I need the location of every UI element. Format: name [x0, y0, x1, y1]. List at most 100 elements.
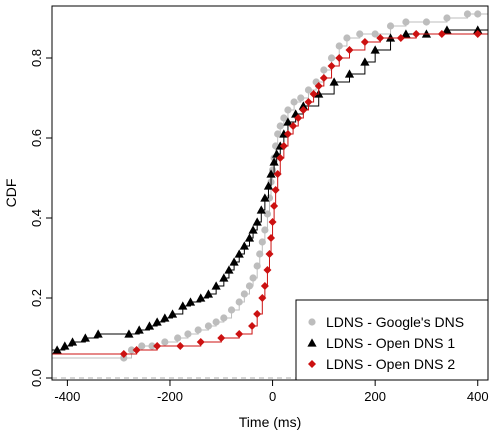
series-1-point-36: [335, 42, 343, 50]
series-2-point-21: [244, 233, 255, 242]
series-3-point-26: [314, 82, 323, 90]
x-tick-label-0: -400: [54, 389, 80, 404]
series-1-point-34: [320, 66, 328, 74]
series-3-point-21: [289, 122, 298, 130]
series-2-point-7: [144, 321, 155, 330]
series-3-point-35: [437, 30, 446, 38]
series-3-point-23: [299, 106, 308, 114]
series-2-point-11: [178, 301, 188, 310]
series-2-point-24: [256, 205, 266, 214]
series-1-point-17: [256, 250, 264, 258]
series-3-point-8: [253, 310, 262, 318]
series-3-point-1: [132, 346, 141, 354]
series-3-point-16: [271, 186, 280, 194]
series-2-point-25: [260, 193, 270, 202]
series-3-point-2: [153, 342, 162, 350]
plot-area: [52, 10, 488, 379]
series-2-point-8: [152, 317, 162, 326]
series-1-point-10: [220, 314, 228, 322]
series-2-point-17: [224, 265, 234, 274]
series-2-point-3: [80, 333, 90, 342]
y-tick-label-0: 0.0: [29, 369, 44, 387]
series-2-point-0: [52, 345, 62, 354]
series-2-point-19: [234, 249, 244, 258]
series-1-point-5: [174, 334, 182, 342]
legend-item-1: LDNS - Google's DNS: [308, 314, 464, 330]
legend-marker-2: [307, 338, 317, 347]
series-3-point-10: [260, 282, 269, 290]
series-1-point-19: [261, 226, 269, 234]
series-3-point-9: [258, 294, 267, 302]
series-3-point-7: [248, 322, 257, 330]
series-1-point-12: [235, 298, 243, 306]
y-tick-label-1: 0.2: [29, 289, 44, 307]
series-2-point-37: [344, 69, 355, 78]
series-3-point-17: [273, 170, 282, 178]
series-1-point-45: [474, 10, 482, 18]
series-2-point-22: [248, 225, 258, 234]
series-1-point-9: [212, 318, 220, 326]
series-1-point-14: [245, 282, 254, 290]
series-2-point-1: [60, 341, 70, 350]
series-1-point-41: [402, 18, 410, 26]
series-3-point-34: [412, 30, 421, 38]
y-axis-title: CDF: [3, 179, 19, 208]
series-1-point-7: [194, 326, 202, 334]
series-2-point-18: [229, 257, 239, 266]
x-tick-label-2: 0: [269, 389, 276, 404]
series-3-point-20: [283, 130, 292, 138]
series-1-point-15: [249, 274, 257, 282]
x-axis-title: Time (ms): [239, 414, 301, 430]
series-3-point-27: [319, 74, 328, 82]
series-2-point-27: [266, 169, 276, 178]
series-2-point-32: [283, 117, 293, 126]
x-tick-label-1: -200: [157, 389, 183, 404]
series-2-step-line: [52, 29, 488, 351]
y-tick-label-4: 0.8: [29, 49, 44, 67]
y-tick-label-3: 0.6: [29, 129, 44, 147]
series-2-point-26: [263, 181, 274, 190]
plot-frame: [51, 5, 489, 381]
y-axis: 0.0 0.2 0.4 0.6 0.8: [29, 49, 52, 387]
series-3-point-19: [279, 142, 288, 150]
series-2-point-15: [211, 281, 221, 290]
series-2-point-13: [196, 293, 206, 302]
series-2-point-38: [360, 57, 370, 66]
series-2-point-9: [160, 313, 170, 322]
series-1-point-1: [127, 346, 136, 354]
series-1-point-4: [161, 338, 169, 346]
legend-label-2: LDNS - Open DNS 1: [326, 335, 455, 351]
series-3-point-12: [265, 250, 274, 258]
series-2-point-5: [124, 329, 134, 338]
series-2-point-39: [370, 45, 380, 54]
series-1-point-40: [386, 22, 395, 30]
series-2-point-6: [134, 325, 144, 334]
series-2-point-41: [401, 29, 411, 38]
series-3-point-24: [304, 98, 313, 106]
legend-item-3: LDNS - Open DNS 2: [308, 356, 455, 372]
legend-item-2: LDNS - Open DNS 1: [307, 335, 455, 351]
legend-marker-3: [308, 360, 316, 368]
series-2-point-34: [298, 101, 308, 110]
x-tick-label-4: 400: [467, 389, 489, 404]
legend-label-3: LDNS - Open DNS 2: [326, 356, 455, 372]
series-1-point-29: [284, 106, 292, 114]
series-1-point-44: [463, 10, 472, 18]
series-2-point-12: [185, 297, 196, 306]
series-3-point-29: [335, 54, 344, 62]
series-1-point-43: [443, 14, 451, 22]
series-1-point-31: [297, 94, 305, 102]
series-2-point-14: [203, 289, 214, 298]
series-1-point-26: [274, 130, 282, 138]
series-1-point-38: [356, 30, 364, 38]
series-3-point-28: [327, 62, 336, 70]
series-3-point-32: [376, 34, 385, 42]
legend-marker-1: [308, 318, 316, 326]
series-1-point-37: [343, 34, 351, 42]
series-3-point-14: [268, 218, 277, 226]
series-1-point-18: [258, 238, 266, 246]
legend: LDNS - Google's DNS LDNS - Open DNS 1 LDNS…: [295, 299, 489, 381]
y-tick-label-2: 0.4: [29, 209, 44, 227]
series-2: [52, 25, 488, 354]
